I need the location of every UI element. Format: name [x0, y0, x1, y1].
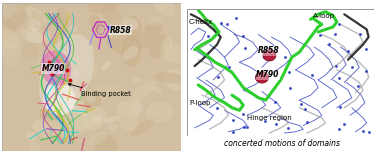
Ellipse shape [87, 83, 119, 101]
Ellipse shape [66, 56, 98, 81]
Ellipse shape [155, 72, 184, 84]
Ellipse shape [43, 83, 76, 115]
Ellipse shape [144, 22, 161, 34]
Ellipse shape [258, 73, 262, 77]
Ellipse shape [40, 51, 71, 86]
Ellipse shape [107, 37, 132, 55]
Ellipse shape [29, 137, 41, 154]
Ellipse shape [132, 99, 141, 116]
Text: M790: M790 [42, 64, 65, 73]
Ellipse shape [146, 15, 165, 26]
Ellipse shape [26, 132, 37, 140]
Ellipse shape [79, 109, 87, 116]
Ellipse shape [125, 16, 142, 43]
Ellipse shape [36, 53, 52, 71]
Ellipse shape [87, 0, 121, 13]
Text: A-loop: A-loop [313, 13, 335, 19]
Ellipse shape [159, 43, 190, 64]
Ellipse shape [132, 77, 142, 83]
Ellipse shape [75, 91, 101, 111]
Ellipse shape [122, 35, 141, 67]
Text: R858: R858 [110, 26, 131, 35]
Ellipse shape [39, 34, 94, 114]
Ellipse shape [40, 106, 62, 126]
Ellipse shape [131, 117, 157, 136]
Ellipse shape [22, 44, 39, 58]
Text: P-loop: P-loop [189, 100, 210, 106]
Ellipse shape [33, 119, 66, 134]
Ellipse shape [153, 0, 175, 16]
Ellipse shape [46, 67, 63, 78]
Ellipse shape [44, 126, 71, 141]
Text: Hinge region: Hinge region [247, 115, 292, 121]
Ellipse shape [118, 100, 143, 116]
Ellipse shape [93, 134, 117, 154]
Ellipse shape [116, 101, 138, 132]
Ellipse shape [59, 87, 85, 109]
Ellipse shape [58, 88, 73, 98]
Ellipse shape [108, 124, 117, 131]
Ellipse shape [263, 50, 276, 61]
Ellipse shape [163, 69, 188, 90]
Ellipse shape [77, 67, 90, 91]
Ellipse shape [0, 26, 21, 49]
Text: C-helix: C-helix [189, 19, 213, 25]
Ellipse shape [71, 102, 86, 114]
Ellipse shape [69, 25, 77, 32]
Ellipse shape [256, 72, 268, 83]
Ellipse shape [148, 34, 170, 59]
Ellipse shape [89, 15, 103, 33]
Ellipse shape [0, 16, 16, 40]
Ellipse shape [15, 0, 36, 12]
Text: concerted motions of domains: concerted motions of domains [224, 139, 339, 148]
Ellipse shape [86, 95, 96, 103]
Ellipse shape [101, 61, 111, 71]
Ellipse shape [146, 102, 173, 123]
Ellipse shape [93, 115, 102, 123]
Ellipse shape [103, 116, 119, 123]
Ellipse shape [26, 6, 46, 26]
Text: Binding pocket: Binding pocket [68, 83, 131, 97]
Ellipse shape [136, 22, 163, 49]
Ellipse shape [57, 7, 68, 34]
Ellipse shape [1, 43, 22, 66]
Ellipse shape [28, 19, 41, 32]
Ellipse shape [132, 80, 155, 102]
Ellipse shape [57, 21, 78, 49]
Ellipse shape [151, 86, 162, 93]
Ellipse shape [63, 113, 95, 137]
Ellipse shape [69, 70, 81, 82]
Ellipse shape [75, 66, 85, 75]
Ellipse shape [89, 132, 108, 145]
Ellipse shape [21, 27, 51, 43]
Ellipse shape [26, 31, 43, 43]
Ellipse shape [117, 27, 136, 43]
Text: R858: R858 [258, 47, 280, 55]
Ellipse shape [60, 109, 88, 138]
Ellipse shape [123, 46, 138, 60]
Text: M790: M790 [256, 70, 280, 79]
Ellipse shape [31, 10, 46, 34]
Ellipse shape [123, 18, 138, 30]
Ellipse shape [7, 12, 27, 29]
Ellipse shape [265, 51, 270, 55]
Ellipse shape [83, 106, 106, 130]
Ellipse shape [32, 121, 66, 141]
Ellipse shape [162, 36, 172, 53]
Ellipse shape [72, 87, 81, 99]
Ellipse shape [68, 41, 94, 67]
Ellipse shape [102, 5, 122, 23]
